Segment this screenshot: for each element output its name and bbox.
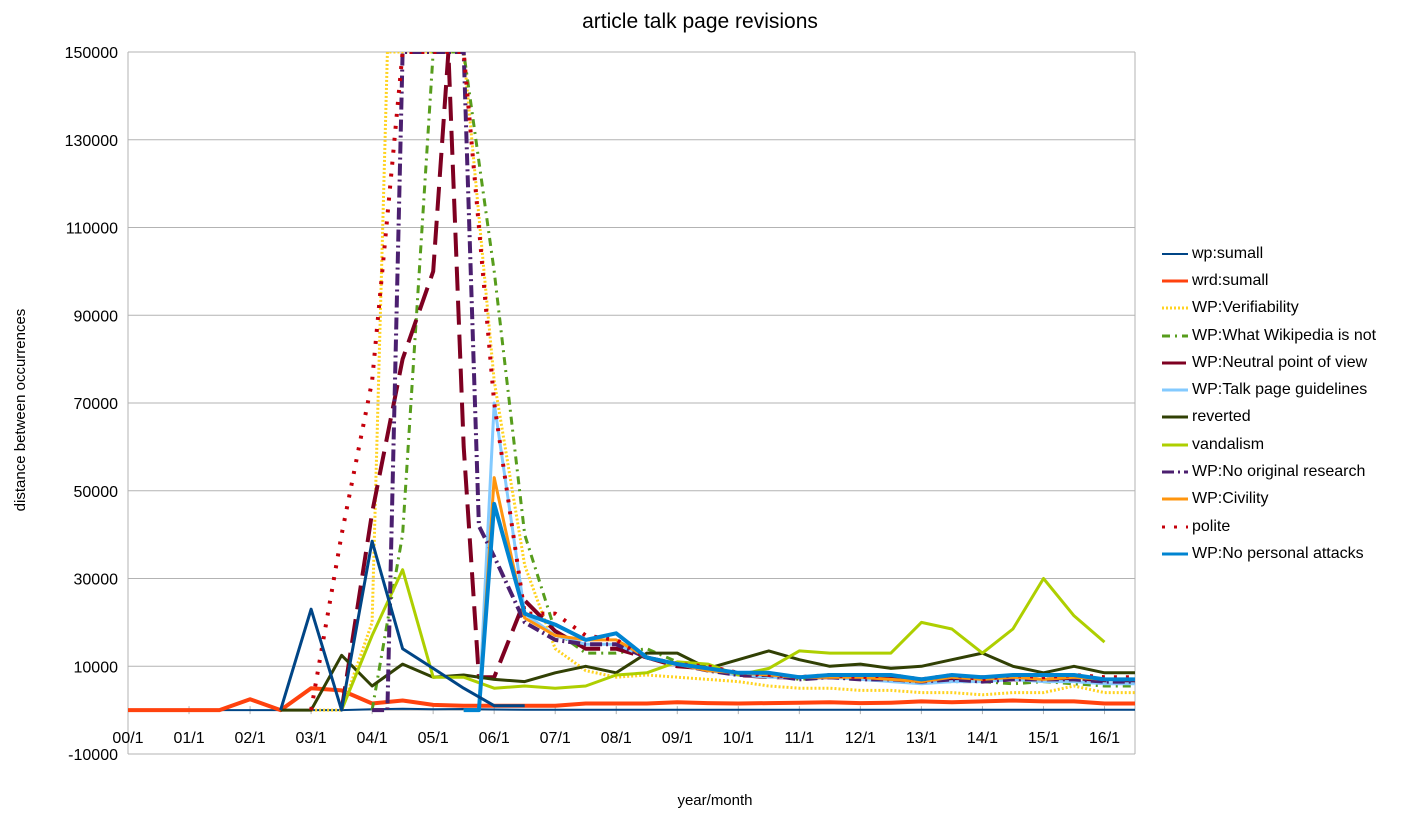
y-tick-label: 10000 xyxy=(74,659,119,676)
y-tick-label: -10000 xyxy=(68,747,118,764)
legend-item: WP:Verifiability xyxy=(1160,295,1405,322)
legend-label: WP:Verifiability xyxy=(1192,299,1299,317)
x-tick-label: 01/1 xyxy=(173,730,204,747)
legend-swatch xyxy=(1162,552,1188,556)
x-tick-label: 08/1 xyxy=(601,730,632,747)
series-line-11 xyxy=(463,501,1135,713)
legend-label: WP:No original research xyxy=(1192,463,1366,481)
x-tick-labels: 00/1 01/1 02/1 03/1 04/1 05/1 06/1 07/1 08/1 09/1… xyxy=(112,730,1120,747)
x-tick-label: 07/1 xyxy=(540,730,571,747)
legend-swatch xyxy=(1162,306,1188,310)
legend-label: reverted xyxy=(1192,408,1251,426)
legend-item: vandalism xyxy=(1160,431,1405,458)
series-line-2 xyxy=(311,52,1135,712)
legend-swatch xyxy=(1162,470,1188,474)
axes xyxy=(127,52,1136,754)
legend-item: WP:Neutral point of view xyxy=(1160,349,1405,376)
legend-item: reverted xyxy=(1160,404,1405,431)
x-tick-label: 03/1 xyxy=(296,730,327,747)
x-axis-label: year/month xyxy=(677,792,752,809)
legend-label: wrd:sumall xyxy=(1192,271,1269,289)
x-tick-label: 04/1 xyxy=(357,730,388,747)
series-line-7 xyxy=(340,568,1106,711)
series-line-12 xyxy=(279,539,525,712)
x-tick-label: 14/1 xyxy=(967,730,998,747)
x-tick-label: 00/1 xyxy=(112,730,143,747)
legend-item: wp:sumall xyxy=(1160,240,1405,267)
legend-label: WP:Neutral point of view xyxy=(1192,353,1368,371)
legend-label: vandalism xyxy=(1192,435,1265,453)
legend-label: WP:No personal attacks xyxy=(1192,544,1364,562)
y-tick-label: 90000 xyxy=(74,308,119,325)
legend-swatch xyxy=(1162,497,1188,501)
legend-item: WP:No personal attacks xyxy=(1160,540,1405,567)
x-tick-label: 16/1 xyxy=(1089,730,1120,747)
legend-label: WP:What Wikipedia is not xyxy=(1192,326,1377,344)
legend-label: WP:Talk page guidelines xyxy=(1192,381,1368,399)
legend-item: WP:Talk page guidelines xyxy=(1160,376,1405,403)
y-tick-labels: -10000 10000 30000 50000 70000 90000 110000 130… xyxy=(65,45,118,764)
legend-swatch xyxy=(1162,334,1188,338)
series-line-10 xyxy=(309,52,1135,711)
legend-swatch xyxy=(1162,443,1188,447)
legend-swatch xyxy=(1162,415,1188,419)
x-tick-label: 13/1 xyxy=(906,730,937,747)
series-line-3 xyxy=(370,52,1135,711)
x-tick-label: 02/1 xyxy=(234,730,265,747)
legend-item: wrd:sumall xyxy=(1160,267,1405,294)
y-tick-label: 110000 xyxy=(66,221,118,238)
legend-item: WP:Civility xyxy=(1160,486,1405,513)
legend-swatch xyxy=(1162,361,1188,365)
legend-swatch xyxy=(1162,252,1188,255)
x-tick-label: 11/1 xyxy=(784,730,814,747)
x-tick-label: 12/1 xyxy=(845,730,876,747)
legend-swatch xyxy=(1162,525,1188,529)
x-tick-label: 10/1 xyxy=(723,730,754,747)
y-tick-label: 130000 xyxy=(65,133,118,150)
legend-label: WP:Civility xyxy=(1192,490,1269,508)
y-tick-label: 70000 xyxy=(74,396,119,413)
chart-title: article talk page revisions xyxy=(582,10,818,33)
y-tick-label: 30000 xyxy=(74,572,119,589)
legend-label: wp:sumall xyxy=(1192,244,1264,262)
x-tick-label: 15/1 xyxy=(1028,730,1059,747)
y-axis-label: distance between occurrences xyxy=(12,309,29,512)
legend-item: WP:No original research xyxy=(1160,458,1405,485)
legend-item: polite xyxy=(1160,513,1405,540)
series-lines xyxy=(128,52,1135,713)
legend-item: WP:What Wikipedia is not xyxy=(1160,322,1405,349)
series-line-1 xyxy=(128,686,1135,713)
series-line-5 xyxy=(463,401,1135,712)
legend-label: polite xyxy=(1192,517,1231,535)
y-tick-label: 150000 xyxy=(65,45,118,62)
x-tick-label: 09/1 xyxy=(662,730,693,747)
x-tick-label: 05/1 xyxy=(418,730,449,747)
legend-swatch xyxy=(1162,279,1188,283)
legend-swatch xyxy=(1162,388,1188,392)
series-line-4 xyxy=(339,52,1135,711)
y-tick-label: 50000 xyxy=(74,484,119,501)
x-tick-label: 06/1 xyxy=(479,730,510,747)
chart-legend: wp:sumall wrd:sumall WP:Verifiability WP:Wh… xyxy=(1160,240,1405,568)
